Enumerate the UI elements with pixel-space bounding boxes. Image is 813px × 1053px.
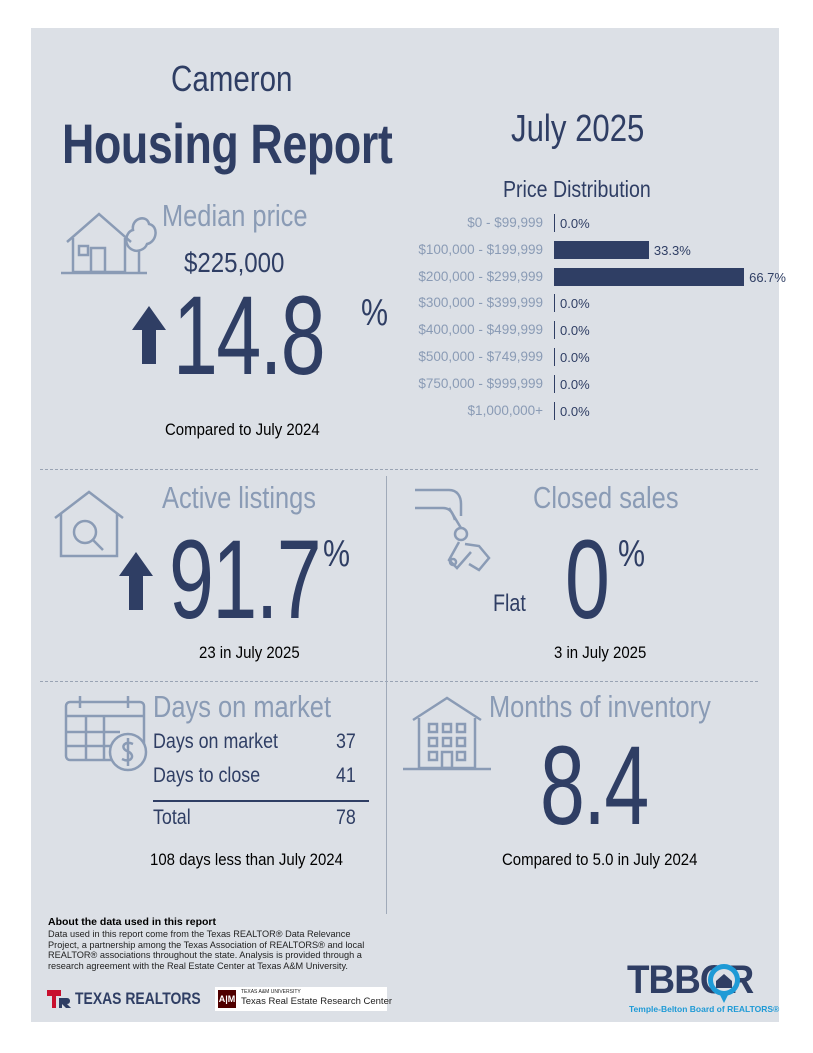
texas-realtors-logo-icon [47, 990, 71, 1008]
distribution-value-label: 66.7% [749, 269, 786, 285]
active-listings-title: Active listings [162, 480, 316, 515]
distribution-bar [554, 267, 745, 286]
distribution-range-label: $1,000,000+ [467, 402, 543, 418]
months-inventory-value: 8.4 [540, 723, 649, 848]
home-pin-icon [708, 964, 740, 1003]
arrow-up-icon [119, 552, 153, 610]
distribution-bar [554, 321, 555, 340]
closed-sales-title: Closed sales [533, 480, 679, 515]
distribution-bar [554, 348, 555, 366]
arrow-up-icon [132, 306, 166, 364]
distribution-value-label: 0.0% [560, 323, 590, 339]
tamu-logo [215, 987, 387, 1011]
dom-row-label: Days on market [153, 730, 279, 753]
distribution-value-label: 0.0% [560, 296, 590, 312]
footer-text: Data used in this report come from the T… [48, 929, 365, 971]
active-listings-change: 91.7 [169, 517, 322, 642]
median-price-percent-sign: % [361, 292, 389, 334]
tamu-logo-small-text: TEXAS A&M UNIVERSITY [241, 989, 301, 995]
tamu-mark-icon: A|M [218, 990, 236, 1008]
distribution-bar [554, 240, 649, 259]
distribution-range-label: $200,000 - $299,999 [418, 268, 543, 284]
distribution-value-label: 33.3% [653, 242, 691, 258]
median-price-value: $225,000 [184, 247, 285, 278]
active-listings-caption: 23 in July 2025 [199, 643, 300, 662]
days-on-market-title: Days on market [153, 689, 332, 724]
distribution-value-label: 0.0% [560, 216, 590, 231]
closed-sales-change: 0 [565, 517, 610, 642]
report-panel: Cameron Housing Report July 2025 Median … [31, 28, 786, 1022]
distribution-range-label: $400,000 - $499,999 [418, 322, 543, 338]
footer-heading: About the data used in this report [48, 916, 217, 928]
texas-realtors-logo-text: TEXAS REALTORS [75, 989, 201, 1008]
dom-total-rule [153, 800, 369, 802]
closed-sales-caption: 3 in July 2025 [554, 643, 647, 662]
tbbor-logo-subtitle: Temple-Belton Board of REALTORS® [629, 1004, 780, 1014]
distribution-bar [554, 401, 555, 420]
distribution-range-label: $100,000 - $199,999 [418, 241, 543, 257]
house-magnifier-icon [54, 490, 124, 558]
months-inventory-title: Months of inventory [489, 689, 711, 724]
months-inventory-caption: Compared to 5.0 in July 2024 [502, 850, 698, 869]
distribution-range-label: $300,000 - $399,999 [418, 295, 543, 311]
divider-vertical [386, 476, 387, 914]
dom-total-label: Total [153, 806, 191, 829]
distribution-value-label: 0.0% [560, 376, 590, 392]
dom-row-value: 41 [336, 764, 356, 787]
distribution-bar [554, 294, 555, 313]
distribution-range-label: $0 - $99,999 [467, 215, 543, 230]
dom-total-value: 78 [336, 806, 356, 829]
divider-horizontal-middle [40, 681, 758, 682]
active-listings-percent-sign: % [323, 533, 351, 575]
apartment-building-icon [403, 696, 491, 771]
divider-horizontal-top [40, 469, 758, 470]
distribution-range-label: $750,000 - $999,999 [418, 375, 543, 391]
city-name: Cameron [171, 58, 293, 99]
tamu-logo-name: Texas Real Estate Research Center [241, 996, 393, 1007]
closed-sales-percent-sign: % [618, 533, 646, 575]
distribution-bar [554, 374, 555, 393]
dom-row-value: 37 [336, 730, 356, 753]
distribution-range-label: $500,000 - $749,999 [418, 349, 543, 364]
distribution-value-label: 0.0% [560, 403, 590, 419]
median-price-title: Median price [162, 198, 308, 233]
dom-row-label: Days to close [153, 764, 261, 787]
median-price-caption: Compared to July 2024 [165, 420, 320, 439]
price-distribution-title: Price Distribution [503, 176, 651, 202]
closed-sales-trend-word: Flat [493, 590, 526, 617]
days-on-market-caption: 108 days less than July 2024 [150, 850, 343, 869]
calendar-dollar-icon [64, 696, 148, 772]
median-price-change: 14.8 [173, 273, 326, 398]
hand-with-keys-icon [415, 488, 491, 572]
report-title: Housing Report [62, 112, 393, 175]
distribution-value-label: 0.0% [560, 350, 590, 365]
distribution-bar [554, 214, 555, 232]
house-with-tree-icon [61, 212, 157, 275]
report-month: July 2025 [511, 108, 645, 150]
